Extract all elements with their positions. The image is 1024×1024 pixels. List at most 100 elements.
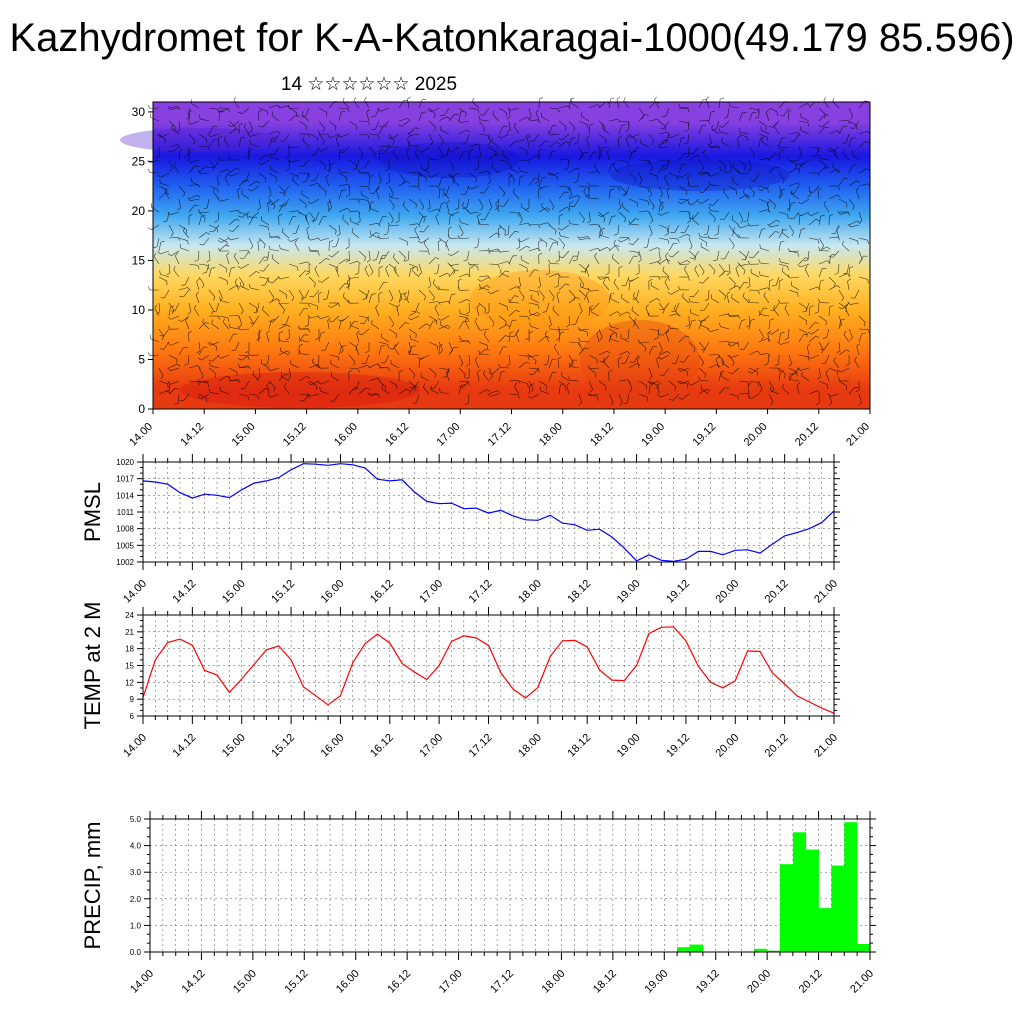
wind-barb [248, 120, 253, 130]
wind-barb [288, 289, 295, 298]
wind-barb-flag [573, 142, 578, 145]
wind-barb [710, 328, 720, 333]
wind-barb-flag [147, 286, 151, 291]
wind-barb-flag [781, 228, 783, 233]
wind-barb-flag [589, 123, 594, 126]
wind-barb [188, 263, 198, 266]
wind-barb-flag [427, 285, 432, 289]
wind-barb-flag [187, 159, 191, 163]
wind-barb [220, 300, 230, 304]
wind-barb [178, 198, 181, 208]
wind-barb [558, 333, 561, 343]
wind-barb [608, 311, 618, 317]
wind-barb [361, 194, 370, 200]
wind-barb [828, 194, 838, 200]
wind-barb-flag [657, 176, 659, 181]
wind-barb [748, 112, 753, 122]
wind-barb [278, 302, 285, 311]
wind-barb [678, 185, 687, 192]
wind-barb [332, 250, 340, 258]
wind-barb-flag [247, 395, 250, 400]
wind-barb-flag [742, 188, 745, 193]
wind-barb [488, 315, 495, 324]
wind-barb [258, 154, 267, 161]
x-tick-label: 20.12 [797, 968, 825, 996]
wind-barb-flag [714, 233, 719, 236]
wind-barb-flag [587, 392, 591, 396]
wind-barb-flag [197, 381, 200, 386]
wind-barb-flag [387, 145, 391, 150]
wind-barb [268, 138, 273, 148]
wind-barb [678, 210, 689, 213]
wind-barb-flag [460, 362, 464, 367]
wind-barb [283, 198, 290, 207]
wind-barb [160, 182, 170, 187]
wind-barb [798, 215, 801, 226]
wind-barb [428, 315, 437, 321]
wind-barb-flag [317, 381, 321, 385]
wind-barb-flag [153, 252, 157, 257]
wind-barb [270, 249, 280, 252]
wind-barb-flag [823, 114, 826, 119]
precip-panel: 0.01.02.03.04.05.014.00 14.12 15.00 15.12 16… [80, 811, 876, 996]
wind-barb-flag [555, 230, 557, 235]
wind-barb-flag [211, 267, 216, 269]
wind-barb [458, 340, 468, 343]
wind-barb [438, 203, 442, 213]
wind-barb [310, 237, 320, 241]
wind-barb [498, 324, 508, 330]
wind-barb-flag [188, 213, 193, 217]
wind-barb-flag [497, 135, 502, 139]
wind-barb [628, 363, 637, 369]
wind-barb-flag [415, 334, 417, 339]
wind-barb [720, 326, 730, 330]
wind-barb-flag [787, 248, 791, 252]
wind-barb [718, 387, 726, 395]
wind-barb [754, 172, 760, 182]
x-tick-label: 19.12 [691, 421, 719, 449]
wind-barb [388, 185, 394, 194]
wind-barb-flag [467, 209, 471, 214]
wind-barb [281, 376, 290, 382]
wind-barb [348, 250, 350, 261]
wind-barb [437, 242, 440, 252]
wind-barb [648, 385, 651, 395]
wind-barb-flag [199, 244, 204, 246]
wind-barb [503, 198, 510, 207]
wind-barb [819, 250, 830, 252]
wind-barb-flag [262, 305, 264, 310]
wind-barb [698, 172, 709, 174]
wind-barb [749, 302, 760, 304]
wind-barb-flag [542, 311, 547, 313]
wind-barb-flag [507, 161, 510, 166]
wind-barb-flag [495, 153, 500, 156]
wind-barb [338, 320, 342, 330]
wind-barb [838, 320, 842, 330]
wind-barb [168, 224, 174, 234]
wind-barb [468, 302, 470, 313]
wind-barb-flag [768, 332, 772, 335]
wind-barb-flag [469, 266, 474, 269]
wind-barb-flag [682, 293, 684, 297]
wind-barb [858, 393, 862, 403]
wind-barb-flag [623, 97, 626, 101]
wind-barb-flag [578, 337, 581, 342]
wind-barb [467, 250, 470, 260]
wind-barb [808, 307, 811, 317]
wind-barb-flag [189, 149, 194, 152]
wind-barb [780, 261, 790, 265]
wind-barb [528, 154, 537, 161]
wind-barb-flag [551, 206, 555, 211]
wind-barb-flag [611, 163, 616, 165]
wind-barb [327, 320, 330, 330]
wind-barb-flag [517, 239, 522, 243]
wind-barb [798, 315, 807, 322]
wind-barb-flag [807, 212, 811, 216]
wind-barb [532, 367, 540, 375]
wind-barb-flag [355, 125, 357, 130]
wind-barb-flag [247, 133, 251, 137]
wind-barb [586, 268, 590, 278]
wind-barb-flag [627, 237, 631, 241]
wind-barb-flag [197, 365, 201, 369]
wind-barb [818, 159, 827, 166]
